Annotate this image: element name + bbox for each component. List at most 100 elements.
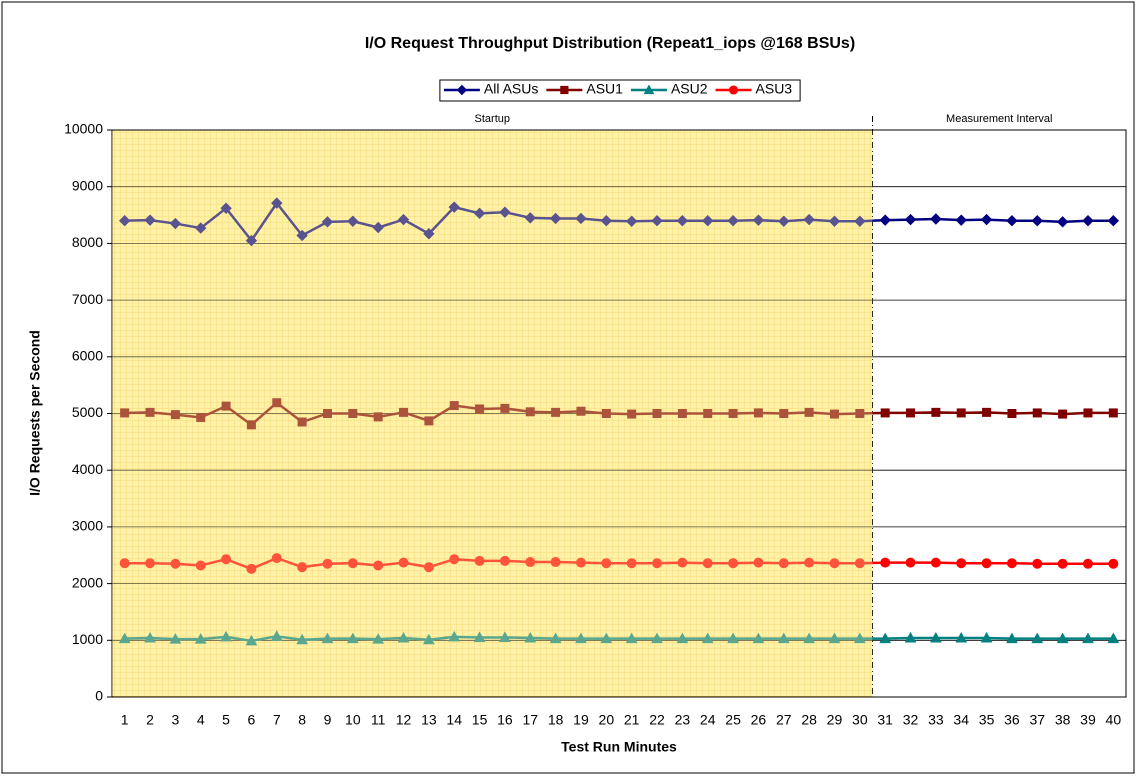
region-overlay [112, 131, 873, 696]
x-tick-label: 2 [146, 712, 154, 728]
marker [1056, 632, 1069, 644]
x-tick-label: 8 [298, 712, 306, 728]
legend-marker [728, 85, 739, 95]
y-tick-label: 2000 [72, 574, 103, 590]
marker [525, 557, 536, 568]
marker [1032, 408, 1042, 418]
x-tick-label: 38 [1055, 712, 1071, 728]
marker [728, 409, 738, 418]
marker [701, 632, 714, 644]
legend-marker [456, 84, 468, 96]
marker [828, 632, 841, 644]
x-tick-label: 16 [497, 712, 513, 728]
marker [272, 398, 282, 408]
series-line [124, 556, 1114, 571]
marker [144, 214, 156, 226]
marker [855, 409, 865, 418]
marker [1107, 632, 1120, 644]
marker [169, 217, 182, 230]
marker [980, 632, 993, 643]
x-tick-label: 10 [345, 712, 361, 728]
marker [753, 557, 764, 568]
x-tick-label: 27 [776, 712, 792, 728]
x-tick-label: 21 [624, 712, 640, 728]
series-line [124, 201, 1114, 243]
marker [297, 417, 307, 427]
x-tick-label: 1 [121, 712, 129, 728]
marker [803, 213, 815, 226]
x-axis-label: Test Run Minutes [561, 739, 677, 755]
marker [499, 206, 511, 218]
marker [373, 412, 383, 422]
marker [549, 632, 562, 644]
marker [118, 215, 131, 227]
marker [423, 228, 435, 240]
marker [703, 409, 713, 418]
x-tick-label: 35 [979, 712, 995, 728]
marker [625, 632, 638, 644]
marker [702, 558, 713, 569]
marker [169, 633, 182, 644]
marker [981, 558, 992, 569]
y-tick-label: 7000 [72, 291, 103, 307]
y-tick-label: 5000 [72, 404, 103, 420]
marker [982, 407, 992, 417]
marker [1031, 215, 1043, 227]
marker [220, 630, 232, 642]
marker [930, 213, 942, 225]
marker [804, 557, 815, 568]
x-tick-label: 37 [1029, 712, 1045, 728]
marker [600, 632, 613, 644]
marker [322, 558, 333, 569]
marker [1108, 408, 1118, 418]
marker [879, 632, 892, 644]
marker [424, 416, 434, 426]
marker [777, 632, 790, 644]
marker [473, 207, 486, 220]
x-tick-label: 22 [649, 712, 665, 728]
marker [728, 558, 739, 569]
marker [550, 557, 561, 568]
marker [1006, 632, 1018, 644]
marker [601, 558, 612, 569]
x-tick-label: 9 [324, 712, 332, 728]
region-label: Startup [475, 113, 510, 125]
marker [853, 632, 866, 644]
marker [702, 215, 714, 227]
marker [880, 408, 890, 418]
y-tick-label: 8000 [72, 234, 103, 250]
series-line [124, 401, 1114, 427]
marker [601, 409, 611, 418]
marker [575, 632, 587, 644]
marker [1082, 215, 1094, 227]
marker [348, 409, 358, 418]
marker [676, 215, 689, 227]
marker [930, 632, 942, 643]
marker [118, 632, 131, 644]
y-tick-label: 10000 [64, 121, 103, 137]
marker [627, 409, 637, 419]
marker [170, 558, 181, 569]
marker [221, 401, 231, 411]
marker [727, 215, 739, 227]
x-tick-label: 19 [573, 712, 589, 728]
marker [221, 554, 232, 565]
x-tick-label: 5 [222, 712, 230, 728]
marker [1031, 632, 1044, 644]
marker [397, 213, 410, 226]
marker [449, 401, 459, 411]
x-tick-label: 4 [197, 712, 205, 728]
x-tick-label: 14 [446, 712, 462, 728]
marker [1006, 558, 1017, 569]
marker [931, 407, 941, 417]
marker [271, 553, 282, 564]
marker [1108, 558, 1119, 569]
marker [879, 214, 891, 226]
x-tick-label: 17 [522, 712, 538, 728]
marker [575, 212, 587, 225]
marker [525, 407, 535, 417]
y-tick-label: 0 [95, 688, 103, 704]
legend-marker [643, 84, 655, 95]
legend-label: All ASUs [484, 81, 538, 97]
marker [145, 407, 155, 417]
